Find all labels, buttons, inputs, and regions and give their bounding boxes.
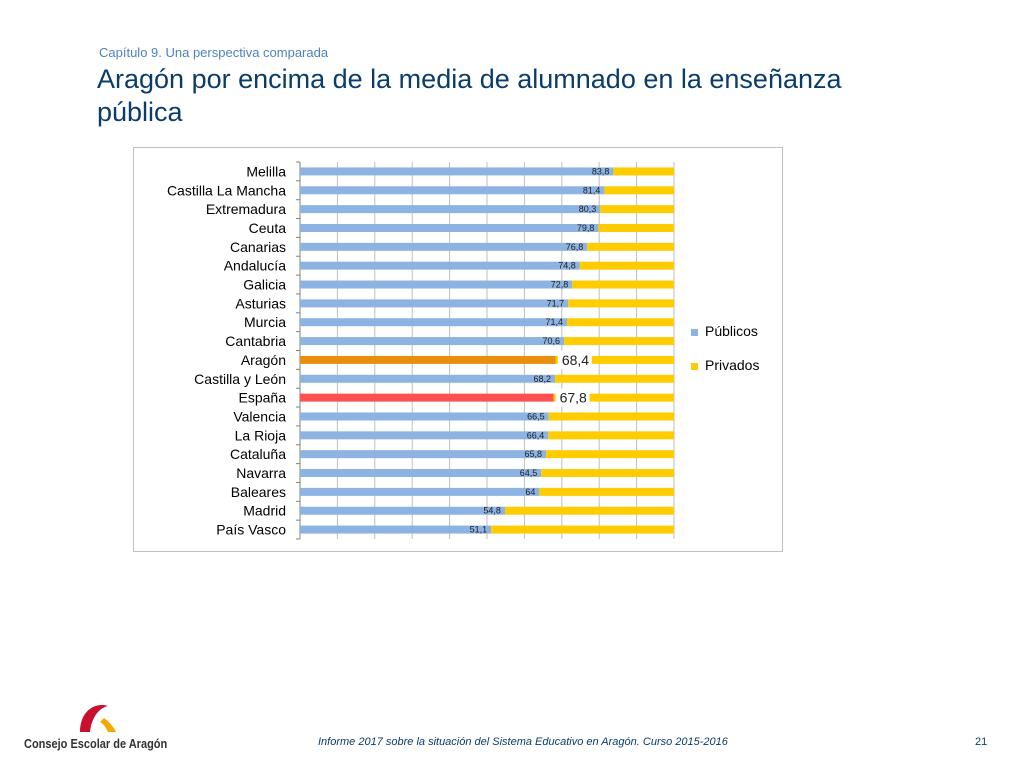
bar-publicos xyxy=(300,431,549,440)
bar-publicos xyxy=(300,242,588,251)
highlight-label-box xyxy=(557,350,592,369)
category-label: Canarias xyxy=(230,239,286,255)
bar-privados xyxy=(546,450,674,459)
data-label: 70,6 xyxy=(543,336,561,346)
bar-publicos xyxy=(300,412,549,421)
bar-privados xyxy=(548,431,674,440)
logo-text: Consejo Escolar de Aragón xyxy=(24,737,168,751)
data-label: 64 xyxy=(525,487,535,497)
data-label: 81,4 xyxy=(583,185,601,195)
consejo-escolar-logo: Consejo Escolar de Aragón xyxy=(22,692,172,760)
category-label: Madrid xyxy=(243,503,286,519)
logo-arch-icon xyxy=(80,705,116,732)
bar-privados xyxy=(555,355,674,364)
bar-publicos xyxy=(300,469,542,478)
page-number: 21 xyxy=(975,736,988,748)
bar-privados xyxy=(572,280,674,289)
bar-publicos xyxy=(300,261,580,270)
data-label: 74,8 xyxy=(558,261,576,271)
bar-privados xyxy=(613,167,674,176)
bar-privados xyxy=(564,337,674,346)
footer-report: Informe 2017 sobre la situación del Sist… xyxy=(318,736,728,748)
data-label: 51,1 xyxy=(470,525,488,535)
legend-label: Privados xyxy=(705,357,759,373)
bar-publicos xyxy=(300,223,599,232)
bar-privados xyxy=(600,205,674,214)
bar-publicos xyxy=(300,205,601,214)
bar-privados xyxy=(567,318,674,327)
data-label: 71,4 xyxy=(546,317,564,327)
legend-swatch xyxy=(691,329,698,336)
data-label: 71,7 xyxy=(547,298,565,308)
bar-publicos xyxy=(300,450,547,459)
data-label: 65,8 xyxy=(525,449,543,459)
highlight-value-label: 68,4 xyxy=(562,352,589,368)
category-label: Ceuta xyxy=(249,220,287,236)
category-label: Melilla xyxy=(246,163,286,179)
highlight-value-label: 67,8 xyxy=(560,390,587,406)
page-title: Aragón por encima de la media de alumnad… xyxy=(97,64,842,127)
bar-privados xyxy=(491,525,674,534)
data-label: 83,8 xyxy=(592,166,610,176)
bar-publicos xyxy=(300,393,554,402)
category-label: Valencia xyxy=(233,408,286,424)
category-label: Galicia xyxy=(243,277,286,293)
bar-privados xyxy=(504,506,674,515)
data-label: 72,8 xyxy=(551,280,569,290)
bar-privados xyxy=(541,469,674,478)
category-label: Castilla y León xyxy=(194,371,286,387)
category-label: Aragón xyxy=(241,352,286,368)
data-label: 76,8 xyxy=(566,242,584,252)
data-label: 79,8 xyxy=(577,223,595,233)
legend-swatch xyxy=(691,363,698,370)
category-label: Extremadura xyxy=(206,201,286,217)
data-label: 80,3 xyxy=(579,204,597,214)
highlight-label-box xyxy=(555,388,590,407)
bar-publicos xyxy=(300,280,573,289)
data-label: 66,5 xyxy=(527,411,545,421)
category-label: España xyxy=(239,390,287,406)
category-label: Asturias xyxy=(235,295,286,311)
bar-publicos xyxy=(300,318,568,327)
category-label: Baleares xyxy=(231,484,286,500)
category-label: País Vasco xyxy=(216,522,286,538)
bar-publicos xyxy=(300,167,614,176)
bar-publicos xyxy=(300,487,540,496)
bar-privados xyxy=(539,487,674,496)
bar-publicos xyxy=(300,525,492,534)
data-label: 66,4 xyxy=(527,430,545,440)
category-label: Cantabria xyxy=(225,333,286,349)
category-label: Andalucía xyxy=(224,258,286,274)
legend-label: Públicos xyxy=(705,323,758,339)
category-label: La Rioja xyxy=(235,427,287,443)
bar-publicos xyxy=(300,506,505,515)
data-label: 64,5 xyxy=(520,468,538,478)
bar-privados xyxy=(598,223,674,232)
bar-privados xyxy=(555,374,674,383)
bar-publicos xyxy=(300,355,556,364)
bar-privados xyxy=(579,261,674,270)
bar-publicos xyxy=(300,299,569,308)
bar-publicos xyxy=(300,337,565,346)
bar-privados xyxy=(568,299,674,308)
data-label: 68,2 xyxy=(534,374,552,384)
bar-privados xyxy=(548,412,674,421)
category-label: Navarra xyxy=(236,465,286,481)
bar-publicos xyxy=(300,186,605,195)
bar-privados xyxy=(553,393,674,402)
category-label: Castilla La Mancha xyxy=(167,182,286,198)
chart-container: 83,8 Melilla 81,4 Castilla La Mancha 80,3 Ext… xyxy=(133,147,783,552)
data-label: 54,8 xyxy=(483,506,501,516)
bar-privados xyxy=(604,186,674,195)
chapter-subtitle: Capítulo 9. Una perspectiva comparada xyxy=(99,45,329,60)
stacked-bar-chart: 83,8 Melilla 81,4 Castilla La Mancha 80,3 Ext… xyxy=(167,161,759,540)
category-label: Cataluña xyxy=(230,446,286,462)
bar-privados xyxy=(587,242,674,251)
category-label: Murcia xyxy=(244,314,286,330)
bar-publicos xyxy=(300,374,556,383)
